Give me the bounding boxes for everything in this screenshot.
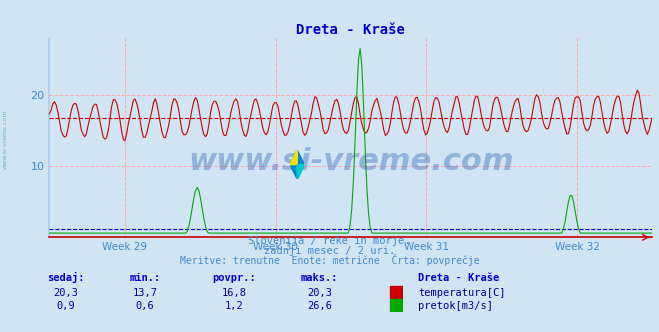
Text: 20,3: 20,3 (307, 288, 332, 298)
Text: 1,2: 1,2 (225, 301, 243, 311)
Text: 26,6: 26,6 (307, 301, 332, 311)
Text: Slovenija / reke in morje.: Slovenija / reke in morje. (248, 236, 411, 246)
Text: sedaj:: sedaj: (47, 272, 84, 283)
Text: temperatura[C]: temperatura[C] (418, 288, 506, 298)
Text: 20,3: 20,3 (53, 288, 78, 298)
Text: maks.:: maks.: (301, 273, 338, 283)
Polygon shape (297, 165, 304, 179)
Text: www.si-vreme.com: www.si-vreme.com (3, 110, 8, 169)
Text: Dreta - Kraše: Dreta - Kraše (418, 273, 500, 283)
Text: 0,9: 0,9 (57, 301, 75, 311)
Polygon shape (290, 150, 304, 179)
Text: Meritve: trenutne  Enote: metrične  Črta: povprečje: Meritve: trenutne Enote: metrične Črta: … (180, 254, 479, 266)
Title: Dreta - Kraše: Dreta - Kraše (297, 23, 405, 37)
Text: zadnji mesec / 2 uri.: zadnji mesec / 2 uri. (264, 246, 395, 256)
Text: 16,8: 16,8 (221, 288, 246, 298)
Text: pretok[m3/s]: pretok[m3/s] (418, 301, 494, 311)
Polygon shape (290, 150, 297, 165)
Text: 0,6: 0,6 (136, 301, 154, 311)
Text: 13,7: 13,7 (132, 288, 158, 298)
Text: www.si-vreme.com: www.si-vreme.com (188, 147, 514, 176)
Text: povpr.:: povpr.: (212, 273, 256, 283)
Text: min.:: min.: (129, 273, 161, 283)
